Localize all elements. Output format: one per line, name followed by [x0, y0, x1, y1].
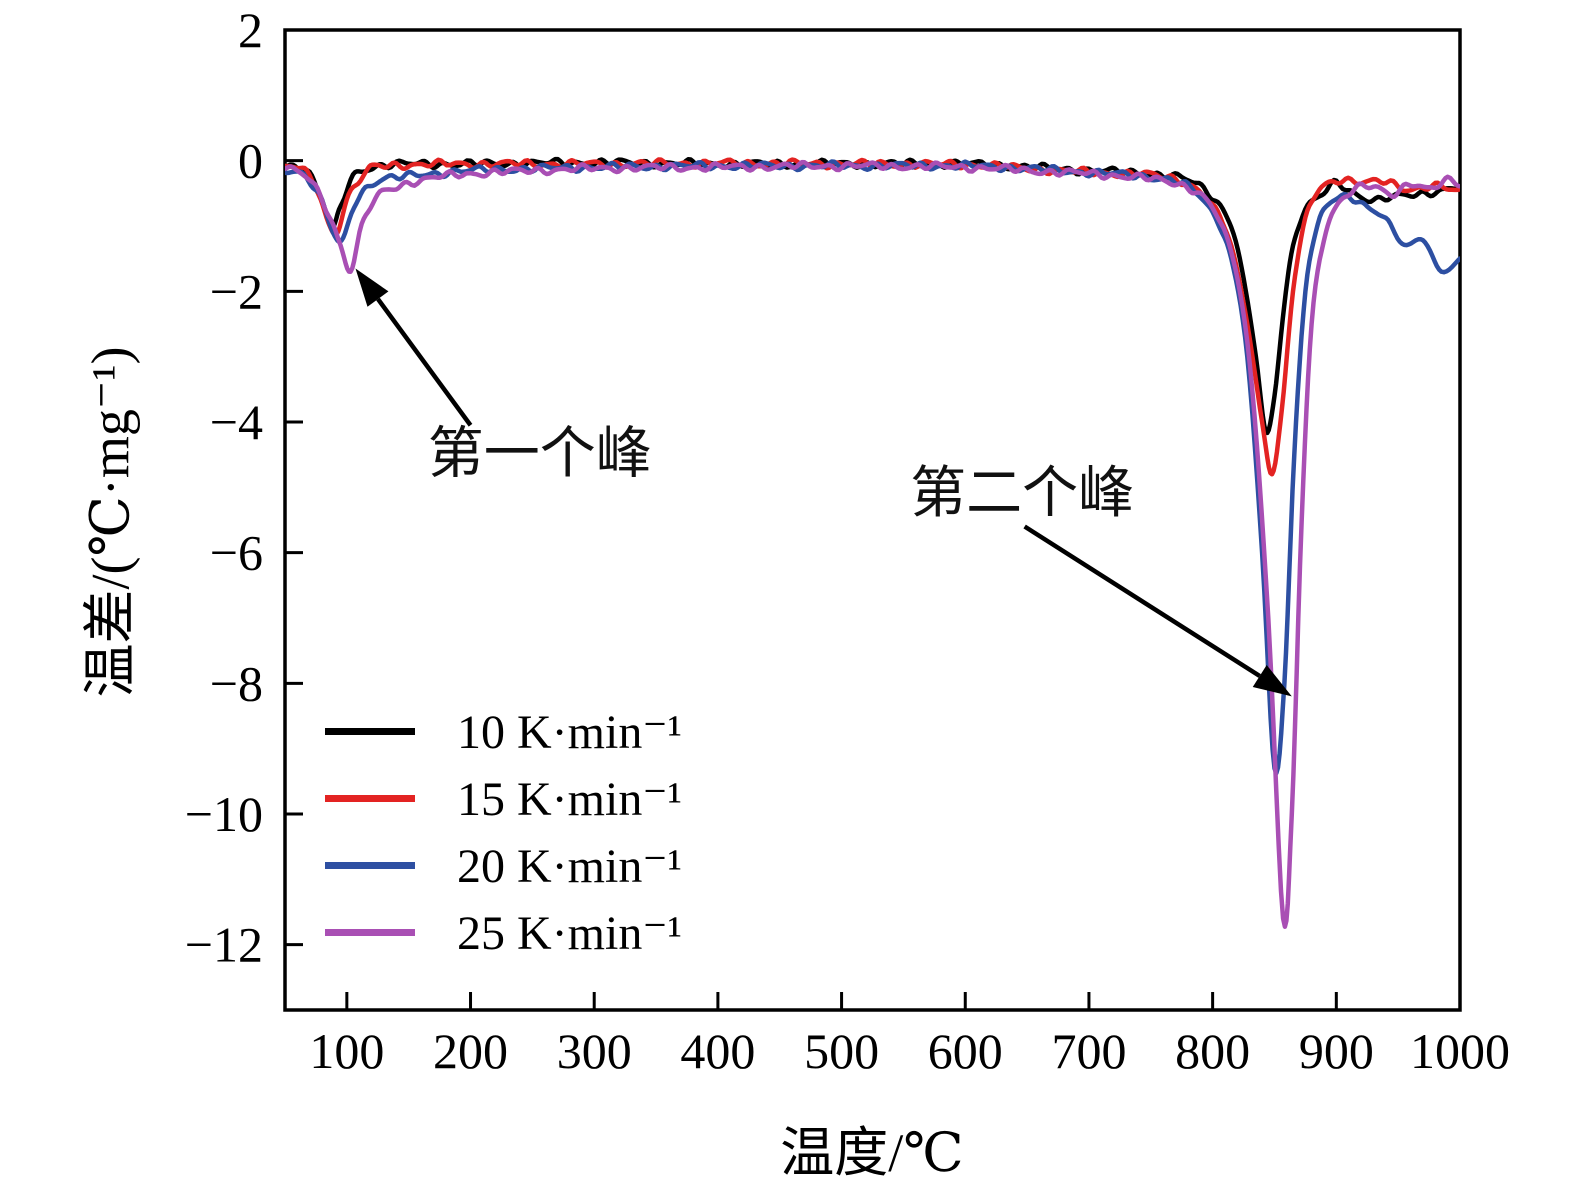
y-tick-label: −12 — [185, 917, 263, 973]
x-tick-label: 600 — [928, 1023, 1003, 1079]
y-axis-title: 温差/(℃·mg⁻¹) — [80, 346, 141, 698]
x-axis-title: 温度/℃ — [780, 1123, 964, 1182]
y-tick-label: −8 — [210, 655, 263, 711]
y-tick-label: −6 — [210, 525, 263, 581]
legend-item: 20 K·min⁻¹ — [325, 832, 682, 899]
x-tick-label: 900 — [1299, 1023, 1374, 1079]
plot-frame — [283, 28, 1462, 1012]
legend-item: 15 K·min⁻¹ — [325, 765, 682, 832]
x-tick-label: 200 — [433, 1023, 508, 1079]
annotation-text: 第二个峰 — [910, 463, 1134, 525]
legend-label: 10 K·min⁻¹ — [457, 705, 683, 759]
x-tick-label: 400 — [680, 1023, 755, 1079]
annotation-arrow-head — [1252, 665, 1292, 697]
annotation-arrow-line — [376, 297, 473, 427]
legend-line-swatch — [325, 728, 415, 735]
legend-label: 15 K·min⁻¹ — [457, 772, 683, 826]
x-tick-label: 500 — [804, 1023, 879, 1079]
y-tick-label: −2 — [210, 263, 263, 319]
annotation-text: 第一个峰 — [428, 424, 652, 486]
legend-label: 20 K·min⁻¹ — [457, 839, 683, 893]
y-tick-label: −10 — [185, 786, 263, 842]
y-tick-label: 0 — [238, 133, 263, 189]
series-line-4 — [285, 159, 1460, 929]
annotation-arrow-line — [1023, 524, 1261, 678]
legend: 10 K·min⁻¹ 15 K·min⁻¹ 20 K·min⁻¹ 25 K·min⁻¹ — [325, 698, 682, 966]
legend-line-swatch — [325, 862, 415, 869]
y-tick-label: −4 — [210, 394, 263, 450]
legend-item: 25 K·min⁻¹ — [325, 899, 682, 966]
x-tick-label: 700 — [1051, 1023, 1126, 1079]
legend-line-swatch — [325, 929, 415, 936]
legend-label: 25 K·min⁻¹ — [457, 906, 683, 960]
annotation-arrow-head — [355, 268, 389, 307]
x-tick-label: 800 — [1175, 1023, 1250, 1079]
x-tick-label: 100 — [309, 1023, 384, 1079]
x-tick-label: 1000 — [1410, 1023, 1510, 1079]
legend-item: 10 K·min⁻¹ — [325, 698, 682, 765]
x-tick-label: 300 — [557, 1023, 632, 1079]
legend-line-swatch — [325, 795, 415, 802]
y-tick-label: 2 — [238, 2, 263, 58]
